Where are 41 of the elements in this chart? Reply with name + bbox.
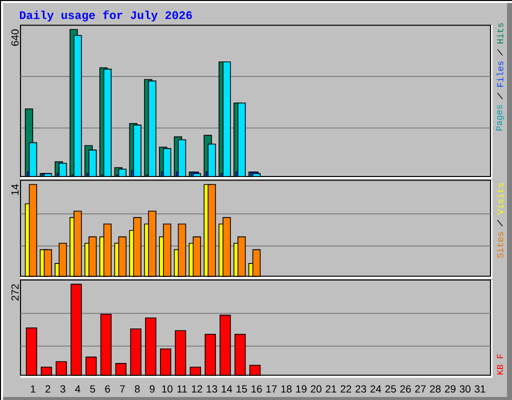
x-tick-label: 7	[120, 385, 125, 392]
x-tick-label: 4	[75, 385, 80, 392]
x-tick-label: 6	[105, 385, 110, 393]
x-tick-label: 2	[46, 385, 50, 392]
x-tick-label: 22	[340, 385, 352, 392]
x-tick-label: 29	[444, 385, 456, 393]
x-tick-label: 5	[90, 385, 96, 393]
x-tick-label: 1	[30, 385, 36, 392]
x-tick-label: 11	[177, 385, 187, 392]
text: 272	[11, 284, 19, 300]
x-tick-label: 30	[460, 385, 470, 393]
text: 14	[11, 184, 19, 195]
x-tick-label: 21	[326, 385, 336, 392]
x-tick-label: 19	[296, 385, 306, 393]
x-tick-label: 9	[150, 385, 155, 393]
text: 640	[11, 29, 19, 46]
text: Visits	[496, 183, 504, 215]
legend-label: Pages	[496, 105, 504, 131]
x-tick-label: 26	[400, 385, 411, 393]
x-tick-label: 27	[415, 385, 426, 392]
x-tick-label: 12	[192, 385, 202, 392]
x-tick-label: 10	[162, 385, 172, 393]
x-tick-label: 20	[310, 385, 322, 393]
text: Hits	[496, 23, 504, 44]
legend-label: Sites	[496, 232, 504, 258]
text: KB F	[497, 354, 503, 374]
x-tick-label: 23	[356, 385, 366, 393]
x-tick-label: 17	[266, 385, 277, 392]
x-tick-label: 14	[222, 385, 232, 392]
x-tick-label: 15	[236, 385, 247, 393]
x-tick-label: 3	[60, 385, 66, 393]
x-tick-label: 24	[370, 385, 382, 392]
x-tick-label: 13	[206, 385, 218, 393]
x-tick-label: 18	[281, 385, 292, 393]
x-tick-label: 28	[430, 385, 441, 393]
x-tick-label: 8	[134, 385, 140, 393]
chart-title: Daily usage for July 2026	[20, 10, 192, 22]
x-tick-label: 25	[385, 385, 396, 393]
x-tick-label: 16	[252, 385, 262, 393]
legend-label: Files	[496, 61, 504, 87]
x-tick-label: 31	[474, 385, 486, 393]
